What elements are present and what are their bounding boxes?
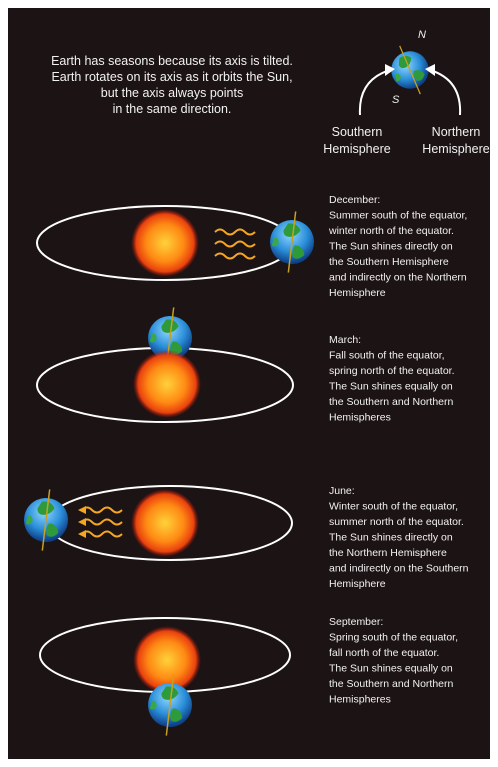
intro-line: in the same direction. — [113, 102, 232, 116]
season-text: and indirectly on the Southern — [329, 563, 469, 575]
intro-line: but the axis always points — [101, 86, 243, 100]
season-text: December: — [329, 194, 380, 206]
hemisphere-label: Hemisphere — [422, 142, 489, 156]
sun — [133, 350, 201, 418]
season-text: The Sun shines equally on — [329, 663, 453, 675]
season-text: the Southern and Northern — [329, 396, 453, 408]
season-text: The Sun shines directly on — [329, 241, 453, 253]
sun — [131, 209, 199, 277]
hemisphere-label: Southern — [332, 125, 383, 139]
season-text: fall north of the equator. — [329, 647, 439, 659]
season-text: Fall south of the equator, — [329, 350, 445, 362]
season-text: the Southern Hemisphere — [329, 256, 449, 268]
south-label: S — [392, 94, 400, 106]
season-text: March: — [329, 334, 361, 346]
season-text: Summer south of the equator, — [329, 210, 467, 222]
season-text: The Sun shines directly on — [329, 532, 453, 544]
season-text: Hemispheres — [329, 694, 391, 706]
season-text: summer north of the equator. — [329, 516, 464, 528]
season-text: Hemisphere — [329, 578, 386, 590]
season-text: the Northern Hemisphere — [329, 547, 447, 559]
hemisphere-label: Hemisphere — [323, 142, 390, 156]
sun — [131, 489, 199, 557]
season-text: spring north of the equator. — [329, 365, 455, 377]
season-text: the Southern and Northern — [329, 678, 453, 690]
season-text: The Sun shines equally on — [329, 381, 453, 393]
season-text: and indirectly on the Northern — [329, 272, 467, 284]
season-text: Hemispheres — [329, 412, 391, 424]
intro-line: Earth has seasons because its axis is ti… — [51, 54, 293, 68]
diagram: Earth has seasons because its axis is ti… — [0, 0, 498, 767]
season-text: Winter south of the equator, — [329, 501, 458, 513]
season-text: winter north of the equator. — [328, 225, 454, 237]
hemisphere-label: Northern — [432, 125, 481, 139]
north-label: N — [418, 29, 426, 41]
intro-line: Earth rotates on its axis as it orbits t… — [51, 70, 292, 84]
season-text: Hemisphere — [329, 287, 386, 299]
season-text: September: — [329, 616, 383, 628]
season-text: Spring south of the equator, — [329, 632, 458, 644]
season-text: June: — [329, 485, 355, 497]
